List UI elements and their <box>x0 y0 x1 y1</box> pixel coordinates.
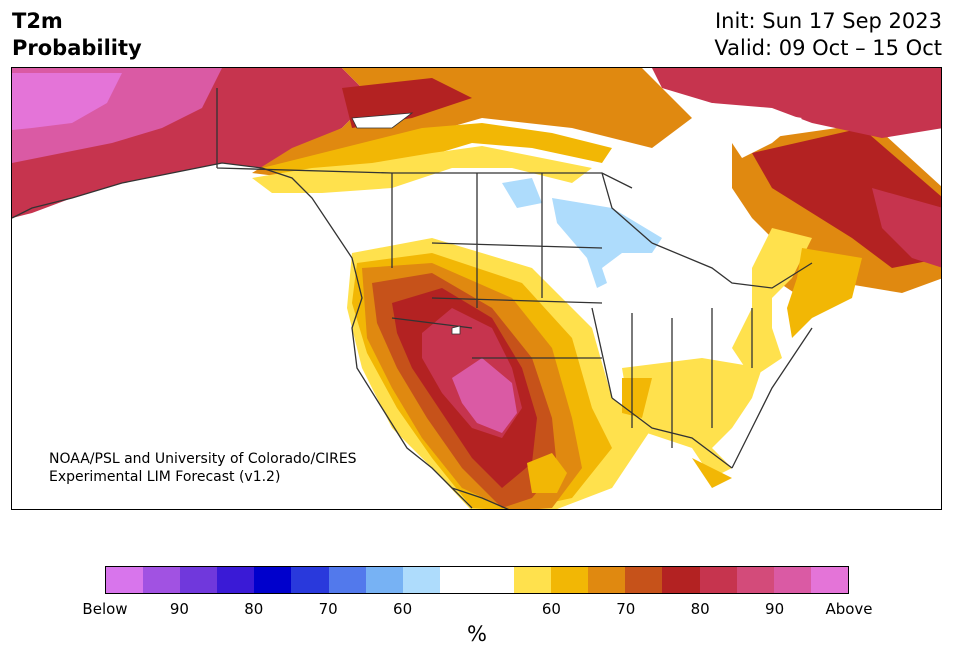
colorbar-swatch <box>810 567 848 593</box>
colorbar <box>105 566 849 594</box>
map-canvas <box>12 68 941 509</box>
chart-title: T2m Probability <box>12 8 142 62</box>
region-cool-north <box>502 178 542 208</box>
region-texas-spot <box>527 453 567 493</box>
borders <box>12 88 813 509</box>
colorbar-swatch <box>476 567 515 593</box>
colorbar-tick-label: 90 <box>765 600 785 618</box>
region-southeast-3 <box>692 458 732 488</box>
colorbar-swatch <box>217 567 255 593</box>
colorbar-swatch <box>439 567 477 593</box>
region-southeast <box>622 358 762 478</box>
salt-lake <box>451 325 461 335</box>
colorbar-tick-label: 70 <box>318 600 338 618</box>
title-line-1: T2m <box>12 9 63 33</box>
colorbar-swatch <box>514 567 552 593</box>
region-canada-light <box>252 146 592 193</box>
forecast-dates: Init: Sun 17 Sep 2023 Valid: 09 Oct – 15… <box>714 8 942 62</box>
region-southeast-2 <box>622 378 652 418</box>
colorbar-tick-label: 90 <box>169 600 189 618</box>
colorbar-swatch <box>143 567 181 593</box>
title-line-2: Probability <box>12 36 142 60</box>
colorbar-swatch <box>625 567 663 593</box>
colorbar-tick-label: Above <box>825 600 873 618</box>
colorbar-swatch <box>291 567 329 593</box>
credit-line-2: Experimental LIM Forecast (v1.2) <box>49 469 281 485</box>
credit-line-1: NOAA/PSL and University of Colorado/CIRE… <box>49 451 357 467</box>
region-cool-great-lakes <box>552 198 662 288</box>
colorbar-swatch <box>773 567 811 593</box>
region-canada-red <box>342 78 472 128</box>
colorbar-swatch <box>328 567 366 593</box>
colorbar-swatch <box>254 567 292 593</box>
colorbar-tick-label: Below <box>82 600 128 618</box>
colorbar-tick-label: 80 <box>244 600 264 618</box>
colorbar-tick-label: 60 <box>541 600 561 618</box>
valid-dates: Valid: 09 Oct – 15 Oct <box>714 36 942 60</box>
region-west-us-7 <box>452 358 517 433</box>
probability-map <box>11 67 942 510</box>
init-date: Init: Sun 17 Sep 2023 <box>714 9 942 33</box>
colorbar-tick-label: 80 <box>690 600 710 618</box>
colorbar-tick-label: 60 <box>393 600 413 618</box>
colorbar-swatch <box>180 567 218 593</box>
colorbar-swatch <box>662 567 700 593</box>
colorbar-swatch <box>402 567 440 593</box>
region-arctic-islands-white <box>712 103 802 158</box>
colorbar-swatch <box>736 567 774 593</box>
colorbar-swatch <box>588 567 626 593</box>
region-alaska-peak <box>12 73 122 130</box>
colorbar-swatch <box>106 567 144 593</box>
colorbar-unit: % <box>467 622 487 646</box>
region-arctic-islands <box>652 68 941 138</box>
colorbar-tick-label: 70 <box>616 600 636 618</box>
colorbar-swatch <box>699 567 737 593</box>
colorbar-swatch <box>551 567 589 593</box>
credit-text: NOAA/PSL and University of Colorado/CIRE… <box>49 450 357 486</box>
region-east-canada-pink <box>872 188 941 268</box>
lake-athabasca <box>351 112 414 129</box>
region-northeast-orange <box>787 248 862 338</box>
colorbar-swatch <box>365 567 403 593</box>
